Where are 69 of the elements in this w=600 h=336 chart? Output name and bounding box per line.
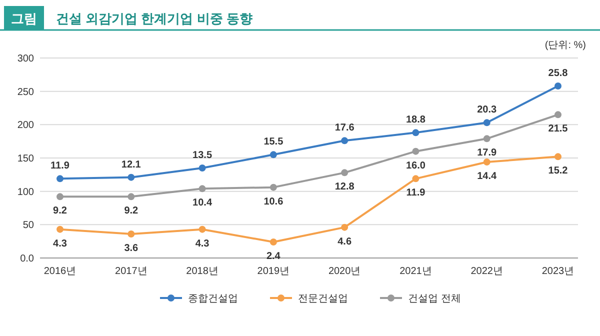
y-tick-label: 300: [17, 54, 34, 64]
point: [56, 226, 64, 233]
data-label: 9.2: [124, 206, 139, 217]
x-tick-label: 2022년: [470, 266, 503, 277]
y-tick-label: 200: [17, 120, 34, 132]
data-label: 20.3: [477, 104, 498, 116]
y-tick-label: 50: [22, 220, 34, 232]
data-label: 14.4: [477, 171, 498, 182]
data-label: 16.0: [406, 160, 426, 172]
point: [56, 193, 64, 200]
x-tick-label: 2021년: [400, 266, 432, 277]
point: [483, 135, 490, 142]
x-tick-label: 2023년: [542, 266, 574, 277]
chart-title: 건설 외감기업 한계기업 비중 동향: [56, 11, 252, 26]
y-tick-label: 150: [17, 154, 34, 164]
point: [341, 137, 348, 144]
y-tick-label: 100: [17, 186, 34, 198]
point: [128, 193, 135, 200]
x-tick-label: 2020년: [328, 266, 361, 277]
data-label: 10.4: [192, 198, 212, 209]
point: [554, 82, 562, 90]
data-label: 4.3: [53, 238, 68, 250]
point: [56, 175, 64, 182]
point: [483, 119, 490, 126]
point: [198, 164, 206, 172]
point: [412, 129, 420, 136]
point: [128, 174, 135, 181]
legend-label: 건설업 전체: [408, 294, 461, 304]
data-label: 11.9: [406, 188, 426, 199]
data-label: 13.5: [192, 150, 212, 161]
point: [412, 175, 420, 182]
point: [554, 153, 562, 160]
data-label: 21.5: [548, 124, 568, 135]
data-label: 4.3: [195, 238, 210, 250]
data-label: 10.6: [264, 196, 284, 208]
data-label: 18.8: [406, 114, 426, 126]
legend-label: 전문건설업: [298, 294, 348, 304]
text: (단위: %): [544, 40, 586, 51]
point: [341, 169, 348, 176]
point: [270, 151, 277, 158]
data-label: 9.2: [53, 206, 68, 217]
data-label: 11.9: [50, 160, 70, 172]
point: [483, 158, 490, 166]
data-label: 2.4: [266, 251, 281, 262]
x-tick-label: 2016년: [44, 266, 76, 277]
point: [341, 224, 348, 231]
data-label: 3.6: [124, 243, 139, 254]
data-label: 17.6: [334, 122, 355, 134]
point: [198, 185, 206, 192]
data-label: 4.6: [338, 236, 352, 248]
x-tick-label: 2017년: [115, 266, 148, 277]
point: [554, 111, 562, 118]
x-tick-label: 2019년: [257, 266, 290, 277]
data-label: 15.2: [548, 166, 568, 177]
x-tick-label: 2018년: [186, 266, 218, 277]
y-tick-label: 0.0: [20, 254, 34, 264]
point: [198, 226, 206, 233]
legend-label: 종합건설업: [188, 294, 238, 304]
text: 그림: [11, 11, 37, 26]
y-tick-label: 250: [17, 86, 34, 98]
data-label: 12.1: [121, 159, 142, 170]
point: [270, 184, 277, 191]
data-label: 12.8: [334, 182, 355, 193]
point: [412, 148, 420, 155]
point: [128, 230, 135, 238]
data-label: 15.5: [264, 136, 284, 148]
data-label: 25.8: [548, 68, 568, 79]
data-label: 17.9: [477, 148, 498, 159]
point: [270, 238, 277, 246]
